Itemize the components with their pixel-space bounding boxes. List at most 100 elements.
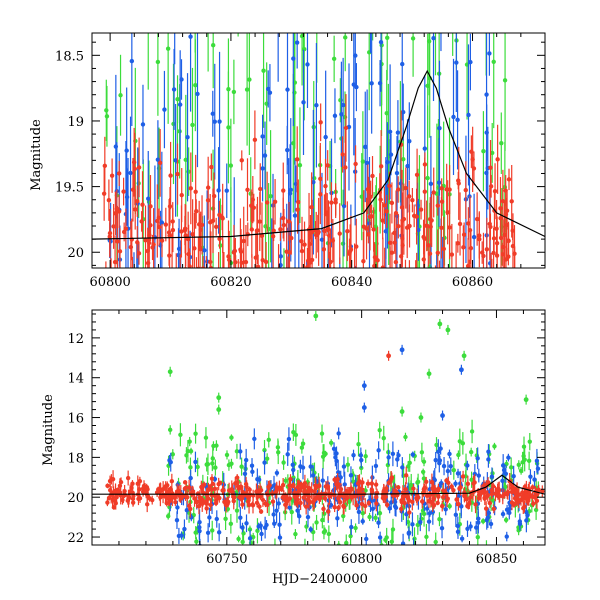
x-tick-label: 60800 <box>341 552 382 567</box>
data-point <box>377 535 383 540</box>
data-point <box>402 500 407 506</box>
data-point <box>172 24 176 28</box>
data-point <box>315 17 319 21</box>
data-point <box>321 511 327 517</box>
data-point <box>473 502 478 507</box>
data-point <box>391 552 395 556</box>
data-point <box>255 476 260 482</box>
data-point <box>288 187 293 192</box>
data-point <box>285 452 290 457</box>
data-point <box>302 242 307 247</box>
data-point <box>306 499 312 504</box>
data-point <box>480 519 486 524</box>
data-point <box>397 555 401 559</box>
data-point <box>491 506 496 512</box>
data-point <box>363 454 368 459</box>
data-point <box>249 463 255 468</box>
data-point <box>299 248 305 254</box>
series-red <box>101 94 517 302</box>
data-point <box>395 318 399 322</box>
data-point <box>517 521 523 527</box>
data-point <box>389 475 395 480</box>
data-point <box>353 53 358 58</box>
data-point <box>418 519 423 525</box>
data-point <box>140 202 145 207</box>
data-point <box>182 486 188 491</box>
data-point <box>159 238 165 243</box>
data-point <box>341 464 347 469</box>
data-point <box>294 157 300 162</box>
data-point <box>263 501 268 506</box>
data-point <box>197 246 203 252</box>
data-point <box>457 221 463 227</box>
data-point <box>532 477 537 482</box>
data-point <box>116 209 122 214</box>
data-point <box>462 490 467 495</box>
data-point <box>439 525 445 531</box>
data-point <box>260 497 266 503</box>
data-point <box>428 181 434 187</box>
data-point <box>504 534 509 539</box>
data-point <box>216 268 220 272</box>
data-point <box>520 490 525 495</box>
data-point <box>330 238 336 243</box>
data-point <box>239 158 244 163</box>
data-point <box>206 12 210 16</box>
data-point <box>314 520 319 525</box>
data-point <box>316 483 322 489</box>
data-point <box>490 267 492 268</box>
data-point <box>421 257 426 262</box>
data-point <box>474 525 479 530</box>
data-point <box>260 166 265 171</box>
data-point <box>218 243 223 248</box>
data-point <box>502 78 508 83</box>
data-point <box>188 475 193 481</box>
data-point <box>331 446 337 452</box>
data-point <box>117 249 123 254</box>
data-point <box>257 504 262 509</box>
data-point <box>465 481 471 487</box>
data-point <box>280 482 286 488</box>
data-point <box>439 225 444 230</box>
data-point <box>434 442 439 448</box>
data-point <box>396 453 401 458</box>
data-point <box>247 536 253 541</box>
data-point <box>209 164 214 170</box>
data-point <box>305 62 310 67</box>
y-tick-label: 16 <box>67 412 84 427</box>
data-point <box>163 222 169 227</box>
data-point <box>411 213 417 219</box>
data-point <box>176 252 181 258</box>
data-point <box>102 163 108 169</box>
data-point <box>392 499 398 505</box>
data-point <box>292 494 297 500</box>
data-point <box>466 221 471 226</box>
data-point <box>372 255 378 260</box>
data-point <box>474 216 480 222</box>
data-point <box>266 437 271 443</box>
data-point <box>146 23 150 27</box>
data-point <box>106 495 112 501</box>
data-point <box>439 298 443 302</box>
data-point <box>360 519 365 524</box>
data-point <box>424 223 429 229</box>
data-point <box>327 292 331 296</box>
data-point <box>185 135 190 140</box>
data-point <box>175 96 180 102</box>
data-point <box>343 125 349 131</box>
data-point <box>240 525 245 530</box>
data-point <box>469 477 474 482</box>
data-point <box>309 229 315 235</box>
data-point <box>320 291 324 295</box>
data-point <box>299 238 304 244</box>
data-point <box>505 286 509 290</box>
data-point <box>471 234 477 240</box>
data-point <box>377 427 382 433</box>
data-point <box>380 218 385 223</box>
data-point <box>468 449 474 455</box>
data-point <box>244 521 249 526</box>
data-point <box>228 163 234 168</box>
data-point <box>208 259 213 265</box>
data-point <box>476 473 481 478</box>
data-point <box>255 228 260 233</box>
